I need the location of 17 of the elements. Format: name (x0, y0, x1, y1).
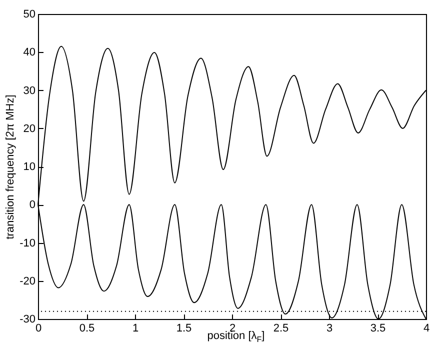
x-tick-label: 1 (132, 322, 139, 334)
y-tick-label: 50 (23, 8, 36, 20)
y-tick-label: 10 (23, 161, 36, 173)
y-tick-label: 20 (23, 122, 36, 135)
y-tick-label: -30 (20, 314, 36, 326)
x-tick-label: 2.5 (273, 322, 289, 334)
y-tick-label: -10 (20, 237, 36, 250)
y-tick-label: 0 (29, 199, 36, 212)
x-tick-label: 3.5 (370, 322, 386, 334)
x-tick-label: 1.5 (176, 322, 192, 334)
y-axis-title: transition frequency [2π MHz] (4, 94, 17, 240)
x-tick-label: 4 (423, 322, 430, 334)
y-tick-label: 30 (23, 84, 36, 97)
y-tick-label: 40 (23, 46, 36, 59)
y-tick-label: -20 (20, 275, 36, 288)
x-tick-label: 0.5 (79, 322, 95, 334)
x-tick-label: 3 (326, 322, 333, 334)
